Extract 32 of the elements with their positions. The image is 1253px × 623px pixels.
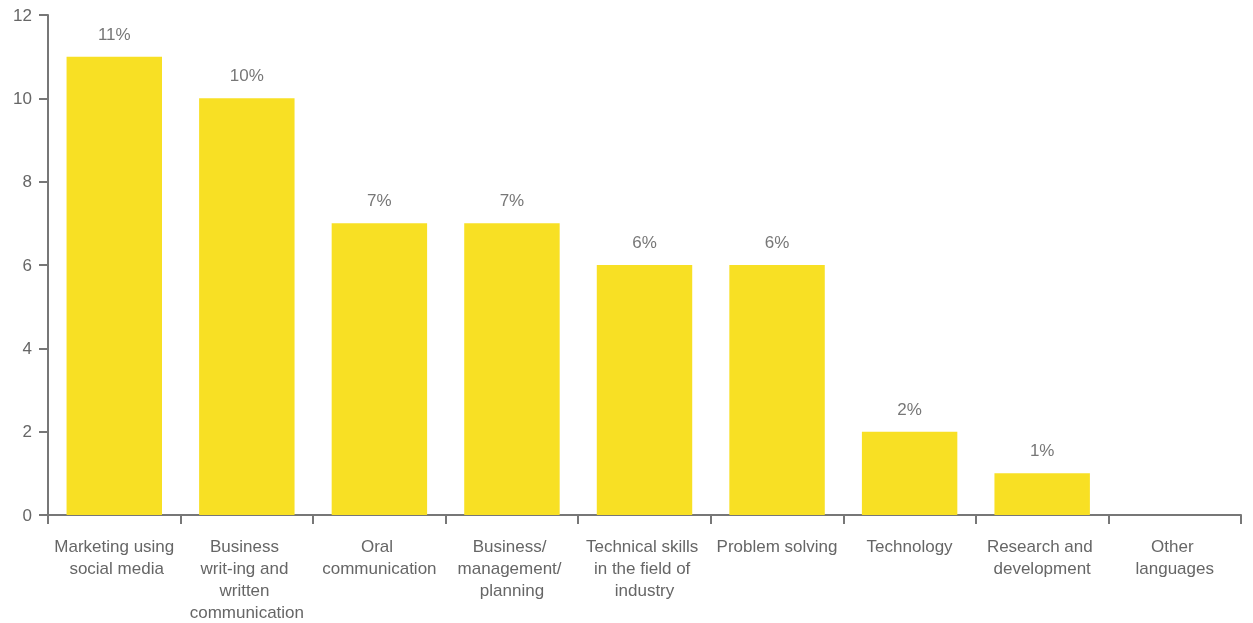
- bar: [861, 431, 958, 515]
- y-tick-label: 12: [13, 5, 32, 25]
- y-tick-label: 8: [22, 172, 32, 192]
- bar: [66, 56, 162, 515]
- x-tick-label: Technical skills in the field of industry: [585, 536, 704, 600]
- bar: [464, 223, 560, 515]
- bar: [994, 473, 1090, 515]
- data-label: 11%: [97, 24, 131, 44]
- y-tick-label: 6: [22, 255, 32, 275]
- x-tick-label: Marketing using social media: [54, 536, 175, 578]
- data-label: 7%: [499, 191, 525, 211]
- data-label: 10%: [229, 66, 264, 86]
- bar: [596, 265, 693, 515]
- x-tick-label: Technology: [866, 536, 954, 556]
- x-tick-label: Other languages: [1135, 536, 1214, 578]
- y-tick-label: 10: [13, 88, 32, 108]
- y-tick-label: 0: [22, 505, 32, 525]
- y-tick-label: 4: [22, 338, 32, 358]
- bar: [199, 98, 295, 515]
- bar: [729, 265, 825, 515]
- x-tick-label: Oral communication: [322, 536, 437, 578]
- data-label: 6%: [764, 233, 790, 252]
- bar: [331, 223, 428, 515]
- data-label: 6%: [632, 233, 657, 252]
- y-tick-label: 2: [22, 422, 32, 442]
- data-label: 2%: [897, 399, 922, 419]
- data-label: 1%: [1029, 441, 1055, 461]
- x-tick-label: Business/ management/ planning: [457, 536, 567, 600]
- data-label: 7%: [367, 191, 392, 211]
- x-tick-label: Research and development: [986, 536, 1098, 578]
- x-tick-label: Problem solving: [716, 536, 838, 556]
- x-tick-label: Business writ-ing and written communication: [189, 536, 304, 622]
